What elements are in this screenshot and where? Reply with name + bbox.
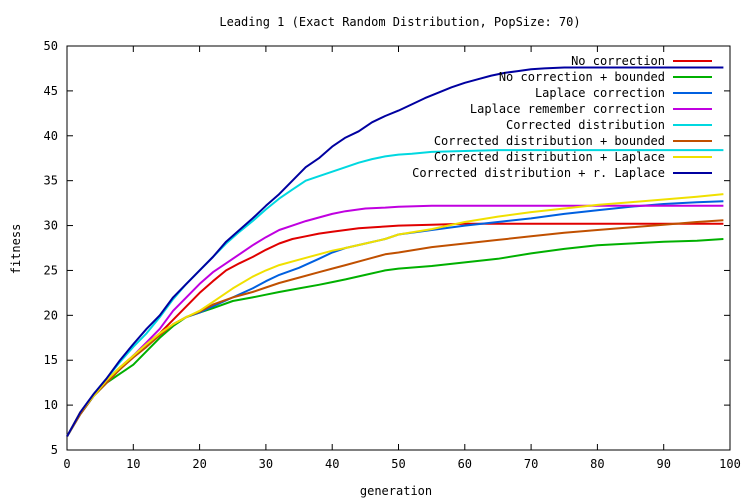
series-line-8 — [66, 66, 724, 437]
plot-area: 0 10 20 30 40 50 60 70 80 90 100 5 10 15 20 25 30 35 40 45 5… — [44, 39, 741, 471]
series-line-7 — [66, 193, 724, 437]
series-line-4 — [66, 204, 724, 437]
legend-label: Corrected distribution + Laplace — [434, 150, 665, 164]
x-tick-label: 0 — [63, 457, 70, 471]
y-tick-label: 5 — [51, 443, 58, 457]
legend-label: Corrected distribution + bounded — [434, 134, 665, 148]
x-tick-label: 40 — [325, 457, 339, 471]
legend-label: Laplace correction — [535, 86, 665, 100]
legend-label: Corrected distribution — [506, 118, 665, 132]
legend-label: No correction + bounded — [499, 70, 665, 84]
legend-label: No correction — [571, 54, 665, 68]
y-tick-label: 45 — [44, 84, 58, 98]
x-tick-label: 70 — [524, 457, 538, 471]
y-tick-label: 40 — [44, 129, 58, 143]
x-tick-label: 10 — [126, 457, 140, 471]
legend-label: Laplace remember correction — [470, 102, 665, 116]
x-tick-label: 30 — [259, 457, 273, 471]
series-line-5 — [66, 149, 724, 437]
x-tick-label: 100 — [719, 457, 741, 471]
y-tick-label: 30 — [44, 219, 58, 233]
series-layer — [66, 66, 724, 438]
y-tick-label: 20 — [44, 308, 58, 322]
y-tick-label: 50 — [44, 39, 58, 53]
series-line-6 — [66, 219, 724, 438]
series-line-2 — [66, 238, 724, 438]
y-axis-label: fitness — [9, 224, 23, 275]
y-tick-label: 35 — [44, 174, 58, 188]
x-tick-label: 60 — [458, 457, 472, 471]
x-tick-label: 20 — [192, 457, 206, 471]
x-tick-label: 90 — [656, 457, 670, 471]
x-tick-label: 50 — [391, 457, 405, 471]
y-tick-label: 15 — [44, 353, 58, 367]
y-tick-label: 10 — [44, 398, 58, 412]
legend-label: Corrected distribution + r. Laplace — [412, 166, 665, 180]
y-tick-label: 25 — [44, 263, 58, 277]
x-tick-label: 80 — [590, 457, 604, 471]
x-axis-label: generation — [360, 484, 432, 498]
legend: No correction No correction + bounded Lapl… — [412, 54, 712, 180]
chart-title: Leading 1 (Exact Random Distribution, Po… — [219, 15, 580, 29]
